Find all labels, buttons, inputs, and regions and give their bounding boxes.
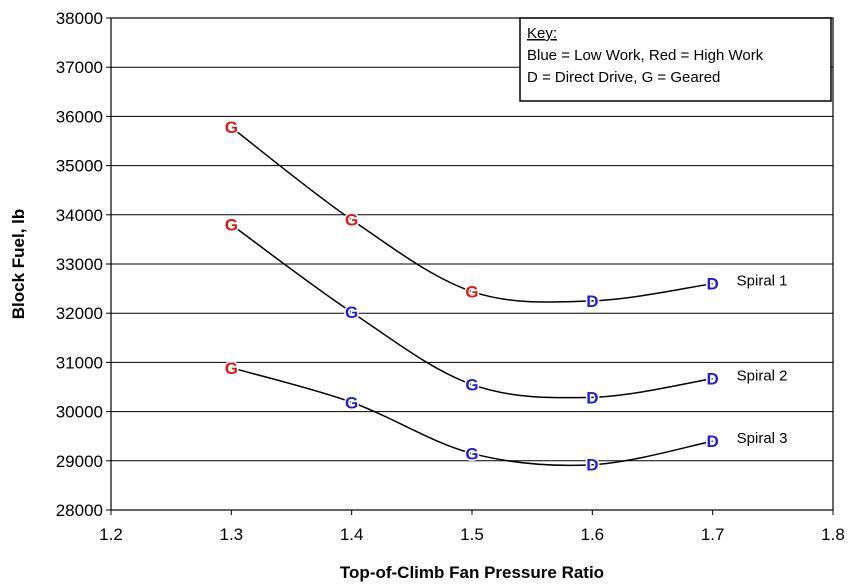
- data-point-marker: D: [707, 275, 719, 294]
- data-point-marker: G: [225, 216, 238, 235]
- data-point-marker: G: [465, 283, 478, 302]
- x-tick-label: 1.4: [340, 525, 364, 544]
- y-tick-label: 35000: [56, 157, 103, 176]
- key-box: Key: Blue = Low Work, Red = High Work D …: [519, 17, 832, 102]
- key-box-border: [519, 17, 832, 102]
- series-curves: [230, 126, 713, 467]
- x-tick-label: 1.5: [460, 525, 484, 544]
- data-point-marker: G: [225, 359, 238, 378]
- y-tick-label: 29000: [56, 452, 103, 471]
- gridlines: [111, 66, 833, 462]
- series-curve-spiral-3: [231, 367, 713, 467]
- data-point-marker: G: [465, 444, 478, 463]
- data-point-marker: G: [345, 211, 358, 230]
- key-drive-legend: D = Direct Drive, G = Geared: [527, 69, 720, 86]
- key-title: Key:: [527, 25, 557, 42]
- data-point-marker: G: [465, 376, 478, 395]
- y-tick-label: 36000: [56, 107, 103, 126]
- data-point-marker: D: [586, 388, 598, 407]
- data-point-marker: D: [586, 456, 598, 475]
- series-label: Spiral 1: [737, 273, 788, 290]
- x-tick-label: 1.8: [821, 525, 845, 544]
- y-tick-label: 37000: [56, 58, 103, 77]
- x-axis-ticks: 1.2 1.3 1.4 1.5 1.6 1.7 1.8: [99, 510, 845, 544]
- series-labels: Spiral 1 Spiral 2 Spiral 3: [737, 273, 788, 447]
- y-axis-ticks: 28000 29000 30000 31000 32000 33000 34000 35000…: [56, 9, 111, 520]
- x-tick-label: 1.3: [220, 525, 244, 544]
- x-axis-title: Top-of-Climb Fan Pressure Ratio: [340, 563, 604, 582]
- key-work-legend: Blue = Low Work, Red = High Work: [527, 47, 764, 64]
- data-point-marker: G: [345, 303, 358, 322]
- y-tick-label: 28000: [56, 501, 103, 520]
- series-curve-spiral-2: [230, 224, 713, 399]
- data-point-marker: D: [707, 370, 719, 389]
- y-tick-label: 38000: [56, 9, 103, 28]
- series-markers: G G G D D G G G D D G G G D D: [223, 117, 720, 477]
- x-tick-label: 1.7: [701, 525, 725, 544]
- y-tick-label: 34000: [56, 206, 103, 225]
- series-curve-spiral-1: [230, 126, 713, 303]
- series-label: Spiral 3: [737, 430, 788, 447]
- data-point-marker: G: [225, 118, 238, 137]
- data-point-marker: G: [345, 393, 358, 412]
- x-tick-label: 1.6: [581, 525, 605, 544]
- y-tick-label: 31000: [56, 353, 103, 372]
- data-point-marker: D: [586, 292, 598, 311]
- y-tick-label: 32000: [56, 304, 103, 323]
- y-tick-label: 33000: [56, 255, 103, 274]
- x-tick-label: 1.2: [99, 525, 123, 544]
- y-axis-title: Block Fuel, lb: [9, 209, 28, 320]
- y-tick-label: 30000: [56, 403, 103, 422]
- series-label: Spiral 2: [737, 368, 788, 385]
- data-point-marker: D: [707, 432, 719, 451]
